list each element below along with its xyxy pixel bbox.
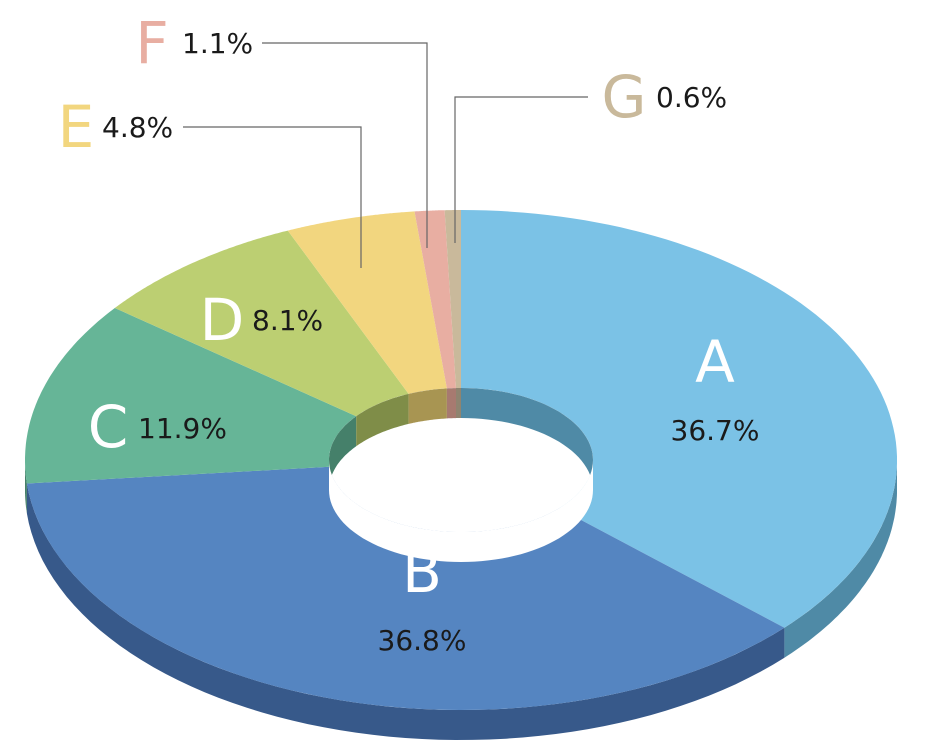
slice-side-c — [25, 460, 27, 514]
leader-line-g — [454, 96, 588, 243]
slice-e — [287, 211, 447, 394]
slice-percent-a: 36.7% — [671, 414, 760, 447]
chart-hole-layer — [329, 388, 593, 562]
chart-depth-layer — [25, 460, 897, 740]
slice-inner-wall-g — [456, 388, 461, 419]
doughnut-hole-floor — [329, 460, 593, 562]
slice-d — [114, 230, 409, 417]
slice-f — [414, 210, 456, 389]
slice-inner-wall-a — [461, 388, 593, 490]
slice-label-d: D — [200, 286, 245, 354]
slice-percent-e: 4.8% — [102, 111, 173, 144]
chart-top-layer — [25, 210, 897, 710]
leader-line-e — [183, 126, 362, 268]
slice-percent-g: 0.6% — [656, 81, 727, 114]
slice-percent-f: 1.1% — [182, 27, 253, 60]
slice-b — [26, 466, 785, 710]
slice-g — [444, 210, 461, 389]
slice-inner-wall-e — [408, 388, 447, 424]
slice-label-c: C — [88, 393, 129, 461]
slice-label-f: F — [135, 9, 168, 77]
chart-labels-layer: A 36.7% B 36.8% C 11.9% D 8.1% E 4.8% F 1.1% G 0.6% — [58, 9, 760, 657]
slice-label-b: B — [402, 538, 442, 606]
slice-percent-b: 36.8% — [378, 624, 467, 657]
slice-a — [461, 210, 897, 628]
slice-label-g: G — [602, 63, 647, 131]
slice-percent-d: 8.1% — [252, 304, 323, 337]
slice-inner-wall-c — [329, 416, 357, 490]
slice-c — [25, 308, 357, 484]
slice-inner-wall-d — [356, 393, 409, 447]
leader-line-f — [262, 42, 428, 248]
slice-side-b — [26, 483, 785, 740]
slice-label-a: A — [695, 328, 735, 396]
slice-percent-c: 11.9% — [138, 412, 227, 445]
slice-inner-wall-f — [446, 388, 456, 419]
slice-label-e: E — [58, 93, 95, 161]
slice-side-a — [784, 460, 897, 658]
